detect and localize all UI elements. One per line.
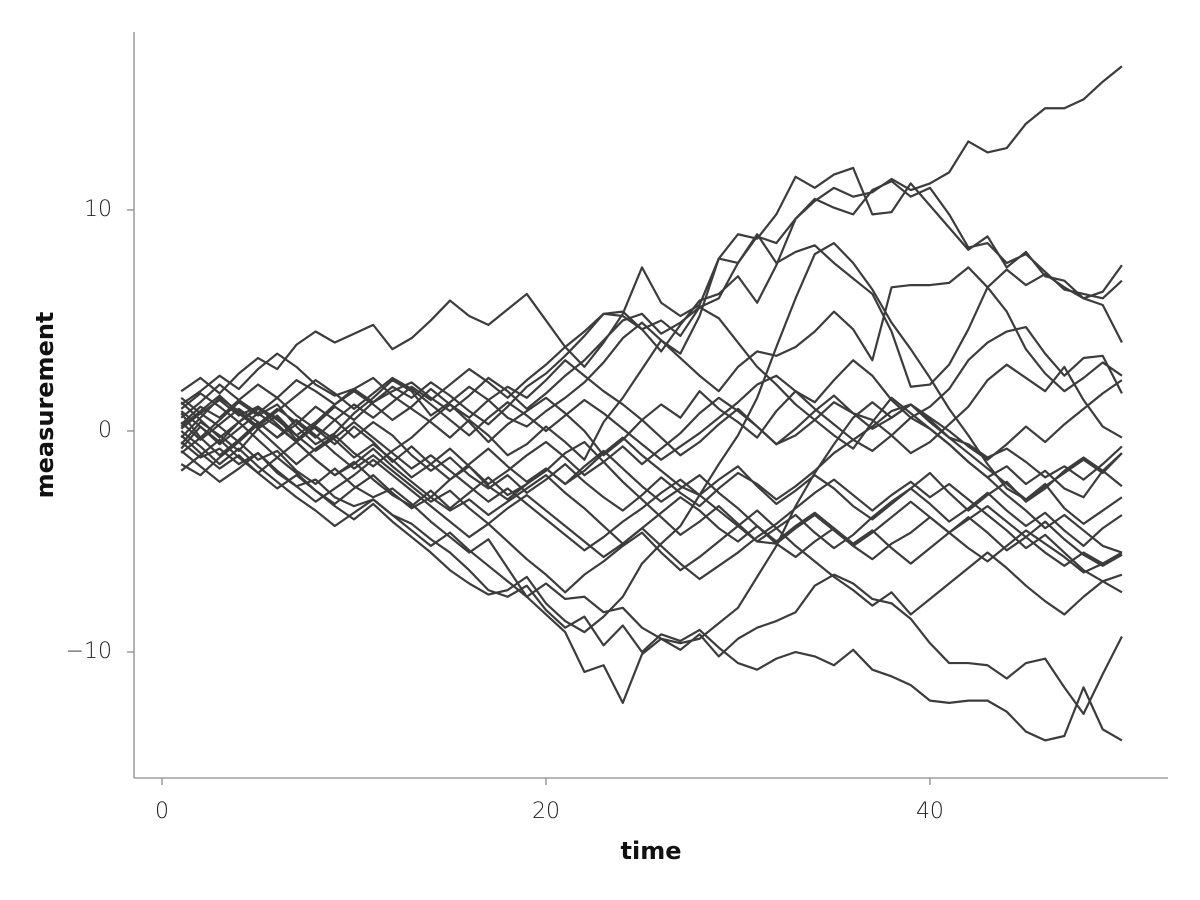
series-line [180,401,1123,645]
series-line [180,407,1123,616]
series-line [180,440,1123,715]
series-line [180,374,1123,461]
series-line [180,392,1123,567]
series-line [180,441,1123,742]
y-tick-label: −10 [66,639,112,664]
y-tick-label: 0 [98,418,112,443]
series-line [180,450,1123,594]
series-line [180,233,1123,461]
x-tick-label: 40 [916,799,944,824]
series-line [180,180,1123,450]
series-line [180,359,1123,468]
x-axis-title: time [621,837,682,865]
y-axis-title: measurement [31,312,59,499]
series-line [180,410,1123,574]
series-line [180,65,1123,413]
series-line [180,266,1123,446]
y-tick-label: 10 [84,197,112,222]
series-line [180,166,1123,395]
series-line [180,241,1123,634]
series-line [180,325,1123,457]
x-tick-label: 20 [532,799,560,824]
x-tick-label: 0 [155,799,169,824]
series-line [180,306,1123,554]
series-line [180,438,1123,567]
series-line [180,383,1123,521]
